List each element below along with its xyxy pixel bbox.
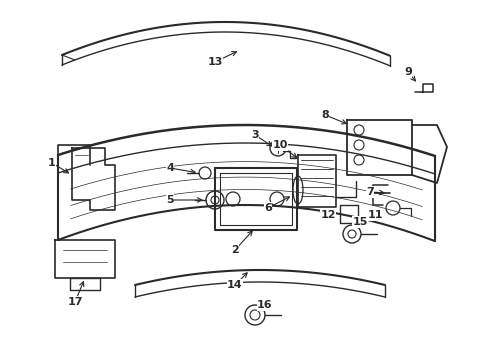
Text: 2: 2 xyxy=(231,245,238,255)
Text: 4: 4 xyxy=(166,163,174,173)
Text: 9: 9 xyxy=(403,67,411,77)
Text: 5: 5 xyxy=(166,195,173,205)
Text: 13: 13 xyxy=(207,57,222,67)
Text: 1: 1 xyxy=(48,158,56,168)
Text: 6: 6 xyxy=(264,203,271,213)
Text: 14: 14 xyxy=(227,280,243,290)
Text: 8: 8 xyxy=(321,110,328,120)
Text: 10: 10 xyxy=(272,140,287,150)
Text: 12: 12 xyxy=(320,210,335,220)
Text: 16: 16 xyxy=(257,300,272,310)
Text: 17: 17 xyxy=(67,297,82,307)
Text: 15: 15 xyxy=(351,217,367,227)
Text: 3: 3 xyxy=(251,130,258,140)
Text: 7: 7 xyxy=(366,187,373,197)
Text: 11: 11 xyxy=(366,210,382,220)
